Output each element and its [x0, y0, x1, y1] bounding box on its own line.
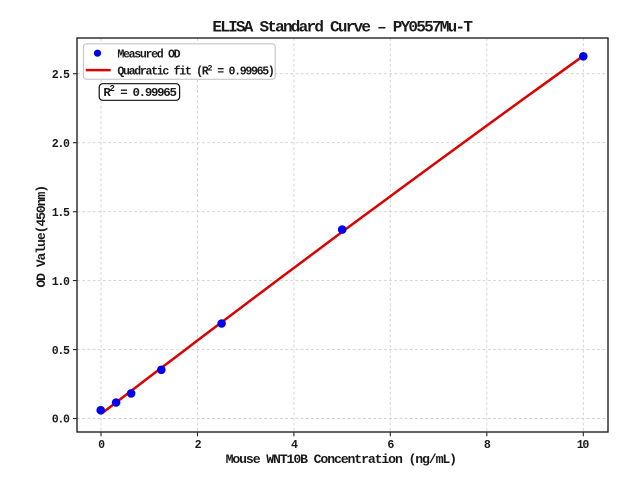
- svg-text:6: 6: [387, 439, 394, 452]
- svg-text:10: 10: [577, 439, 590, 452]
- svg-text:1.0: 1.0: [52, 276, 70, 289]
- svg-text:0.5: 0.5: [52, 345, 70, 358]
- svg-text:0: 0: [98, 439, 105, 452]
- svg-text:Measured OD: Measured OD: [117, 49, 180, 62]
- svg-text:2.0: 2.0: [52, 138, 70, 151]
- svg-text:2: 2: [195, 439, 202, 452]
- svg-text:OD Value(450nm): OD Value(450nm): [34, 186, 49, 288]
- svg-text:Quadratic fit (R2 = 0.99965): Quadratic fit (R2 = 0.99965): [117, 65, 274, 79]
- svg-text:ELISA Standard Curve – PY0557M: ELISA Standard Curve – PY0557Mu-T: [212, 19, 473, 37]
- svg-text:0.0: 0.0: [52, 414, 70, 427]
- svg-text:4: 4: [291, 439, 298, 452]
- svg-text:1.5: 1.5: [52, 207, 70, 220]
- svg-text:8: 8: [484, 439, 491, 452]
- svg-text:R2 = 0.99965: R2 = 0.99965: [103, 84, 176, 100]
- svg-text:2.5: 2.5: [52, 69, 70, 82]
- svg-text:Mouse WNT10B Concentration (ng: Mouse WNT10B Concentration (ng/mL): [226, 452, 456, 467]
